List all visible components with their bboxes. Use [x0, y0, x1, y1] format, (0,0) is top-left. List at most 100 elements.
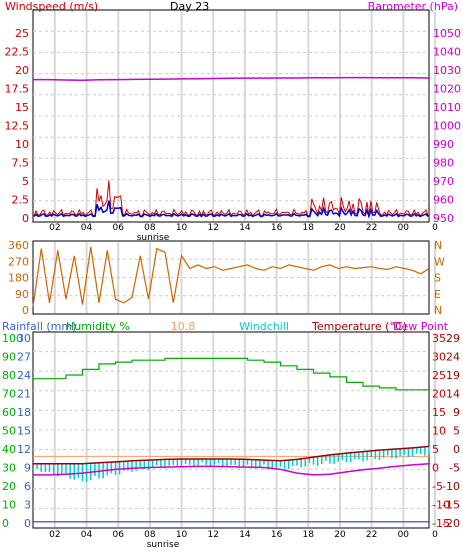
temperature-tick-label-secondary: 5: [453, 425, 460, 438]
temperature-tick-label-secondary: -20: [442, 517, 460, 530]
temperature-label: Temperature (°C): [311, 320, 407, 333]
x-tick-label: 06: [112, 223, 124, 233]
humidity-tick-label: 70: [2, 388, 16, 401]
sunrise-label: sunrise: [137, 233, 170, 243]
rainfall-tick-label: 30: [17, 332, 31, 345]
dewpoint-label: Dew Point: [393, 320, 449, 333]
y-tick-label-left: 180: [8, 272, 29, 285]
y-tick-label-left: 20: [15, 64, 29, 77]
wind-direction-line: [32, 246, 430, 307]
temperature-tick-label: -10: [432, 499, 450, 512]
y-tick-label-left: 17.5: [5, 83, 30, 96]
y-tick-label-right: 1030: [433, 64, 461, 77]
rainfall-tick-label: 9: [24, 462, 31, 475]
temperature-tick-label: 5: [432, 443, 439, 456]
y-tick-label-left: 90: [15, 288, 29, 301]
sunrise-label: sunrise: [147, 540, 180, 550]
y-tick-label-left: 0: [22, 212, 29, 225]
temperature-tick-label: -5: [432, 480, 443, 493]
temperature-tick-label: 10: [432, 425, 446, 438]
x-tick-label: 0: [432, 223, 438, 233]
x-tick-label: 04: [81, 530, 93, 540]
temperature-tick-label-secondary: -15: [442, 499, 460, 512]
x-tick-label: 10: [176, 223, 188, 233]
x-tick-label: 06: [112, 530, 124, 540]
temperature-tick-label: 15: [432, 406, 446, 419]
y-tick-label-right: 1050: [433, 27, 461, 40]
humidity-tick-label: 0: [2, 517, 9, 530]
temperature-tick-label: 30: [432, 351, 446, 364]
temperature-tick-label: -15: [432, 517, 450, 530]
y-tick-label-left: 12.5: [5, 120, 30, 133]
temperature-tick-label: 20: [432, 388, 446, 401]
rainfall-tick-label: 15: [17, 425, 31, 438]
x-tick-label: 22: [366, 223, 377, 233]
temperature-tick-label-secondary: 19: [446, 369, 460, 382]
humidity-tick-label: 90: [2, 351, 16, 364]
rainfall-tick-label: 6: [24, 480, 31, 493]
rainfall-tick-label: 24: [17, 369, 31, 382]
x-tick-label: 12: [208, 530, 219, 540]
temperature-tick-label: 25: [432, 369, 446, 382]
x-tick-label: 00: [398, 530, 410, 540]
x-tick-label: 08: [144, 223, 156, 233]
y-tick-label-left: 25: [15, 27, 29, 40]
y-tick-label-right: 1000: [433, 120, 461, 133]
humidity-label: Humidity %: [66, 320, 130, 333]
x-tick-label: 02: [49, 530, 60, 540]
humidity-line: [33, 357, 429, 391]
humidity-tick-label: 10: [2, 499, 16, 512]
y-tick-label-right: 980: [433, 157, 454, 170]
y-tick-label-left: 360: [8, 239, 29, 252]
humidity-tick-label: 30: [2, 462, 16, 475]
y-tick-label-right: 1020: [433, 83, 461, 96]
x-tick-label: 18: [303, 530, 315, 540]
temperature-tick-label-secondary: 14: [446, 388, 460, 401]
temperature-tick-label-secondary: 24: [446, 351, 460, 364]
x-tick-label: 16: [271, 223, 283, 233]
x-tick-label: 22: [366, 530, 377, 540]
x-tick-label: 08: [144, 530, 156, 540]
x-tick-label: 02: [49, 223, 60, 233]
rainfall-tick-label: 21: [17, 388, 31, 401]
y-tick-label-right: 960: [433, 194, 454, 207]
y-tick-label-left: 15: [15, 101, 29, 114]
y-tick-label-left: 2.5: [12, 194, 30, 207]
x-tick-label: 20: [334, 223, 346, 233]
rainfall-tick-label: 27: [17, 351, 31, 364]
humidity-tick-label: 20: [2, 480, 16, 493]
temperature-tick-label: 0: [432, 462, 439, 475]
y-tick-label-left: 22.5: [5, 46, 30, 59]
x-tick-label: 16: [271, 530, 283, 540]
barometer-line: [33, 76, 430, 81]
humidity-tick-label: 60: [2, 406, 16, 419]
x-tick-label: 20: [334, 530, 346, 540]
dewpoint-line: [33, 463, 430, 476]
compass-label: E: [434, 288, 441, 301]
y-tick-label-right: 950: [433, 212, 454, 225]
chart-title: Day 23: [170, 0, 209, 13]
y-tick-label-left: 10: [15, 138, 29, 151]
temperature-tick-label-secondary: -5: [449, 462, 460, 475]
temperature-humidity-panel: Rainfall (mm)Humidity % 10.8 Windchill Temp…: [2, 320, 460, 550]
rainfall-tick-label: 18: [17, 406, 31, 419]
windchill-label: Windchill: [239, 320, 289, 333]
rainfall-label: Rainfall (mm): [2, 320, 76, 333]
rain-total-label: 10.8: [171, 320, 196, 333]
temperature-tick-label-secondary: -10: [442, 480, 460, 493]
y-tick-label-right: 990: [433, 138, 454, 151]
x-tick-label: 18: [303, 223, 315, 233]
y-tick-label-left: 5: [22, 175, 29, 188]
y-tick-label-right: 1040: [433, 46, 461, 59]
x-tick-label: 04: [81, 223, 93, 233]
y-tick-label-left: 270: [8, 255, 29, 268]
left-axis-title: Windspeed (m/s): [5, 0, 98, 13]
rainfall-tick-label: 3: [24, 499, 31, 512]
humidity-tick-label: 80: [2, 369, 16, 382]
temperature-tick-label-secondary: 0: [453, 443, 460, 456]
y-tick-label-right: 1010: [433, 101, 461, 114]
right-axis-title: Barometer (hPa): [368, 0, 458, 13]
y-tick-label-left: 7.5: [12, 157, 30, 170]
